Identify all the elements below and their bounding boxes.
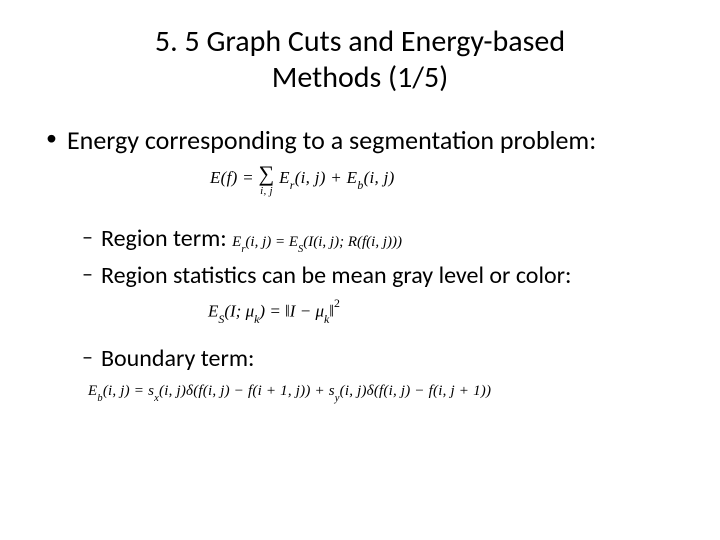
boundary-term-label: Boundary term: [101,343,255,374]
dash-marker-3: – [82,343,93,372]
title-line-1: 5. 5 Graph Cuts and Energy-based [40,24,680,60]
region-term-label: Region term: [101,224,227,253]
bullet-main-text: Energy corresponding to a segmentation p… [67,124,596,157]
bullet-region-term: – Region term: Er(i, j) = ES(I(i, j); R(… [82,223,680,255]
region-stats-text: Region statistics can be mean gray level… [101,260,571,291]
bullet-region-stats: – Region statistics can be mean gray lev… [82,260,680,291]
region-term-eq: Er(i, j) = ES(I(i, j); R(f(i, j))) [232,234,402,250]
equation-region-stats: ES(I; μk) = ‖I − μk‖2 [208,299,680,325]
eq1-lhs: E(f) = [210,167,254,186]
bullet-boundary-term: – Boundary term: [82,343,680,374]
eq1-sigma-block: ∑ i, j [259,161,275,197]
eq1-args: (i, j) + E [295,167,358,186]
equation-boundary: Eb(i, j) = sx(i, j)δ(f(i, j) − f(i + 1, … [88,383,680,402]
region-term-row: Region term: Er(i, j) = ES(I(i, j); R(f(… [101,223,402,255]
bullet-marker: • [46,124,57,153]
slide-title: 5. 5 Graph Cuts and Energy-based Methods… [40,24,680,96]
equation-energy: E(f) = ∑ i, j Er(i, j) + Eb(i, j) [210,161,680,197]
dash-marker: – [82,223,93,252]
dash-marker-2: – [82,260,93,289]
title-line-2: Methods (1/5) [40,60,680,96]
eq1-subscript: i, j [259,185,275,197]
eq1-end: (i, j) [364,167,395,186]
eq1-Er: E [279,167,290,186]
bullet-main: • Energy corresponding to a segmentation… [40,124,680,157]
eq1-r-sub: r [290,178,295,192]
sigma-symbol: ∑ [259,161,275,187]
eq1-b-sub: b [357,178,363,192]
